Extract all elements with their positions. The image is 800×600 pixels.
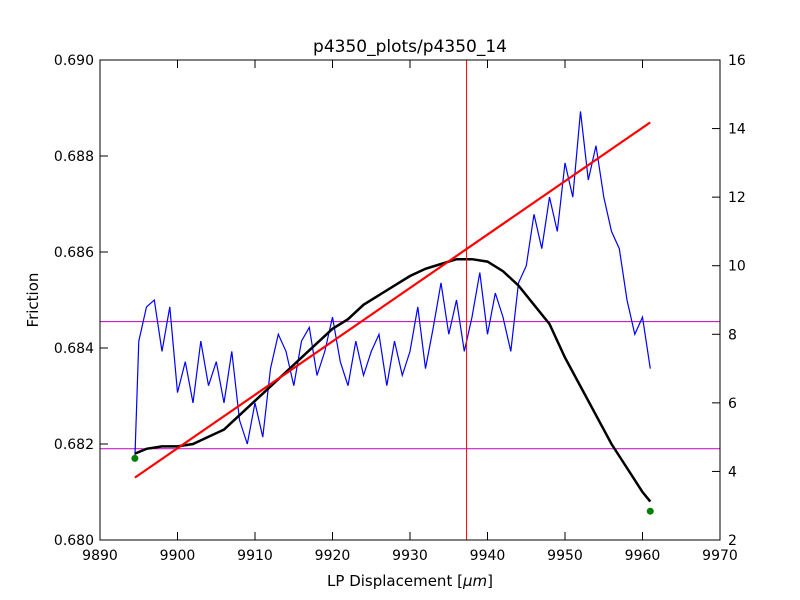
y2-tick-label: 8 — [728, 327, 737, 343]
y-tick-label: 0.680 — [54, 533, 94, 549]
series-right-axis-line — [134, 111, 651, 458]
fit-line — [134, 121, 651, 479]
y-tick-label: 0.684 — [54, 341, 94, 357]
y-axis-left: 0.680 0.682 0.684 0.686 0.688 0.690 — [54, 53, 108, 549]
y-tick-label: 0.682 — [54, 437, 94, 453]
series-layer — [100, 60, 720, 540]
y2-tick-label: 6 — [728, 396, 737, 412]
x-tick-label: 9970 — [702, 548, 738, 564]
x-tick-label: 9900 — [160, 548, 196, 564]
x-tick-label: 9950 — [547, 548, 583, 564]
y-tick-label: 0.686 — [54, 245, 94, 261]
y2-tick-label: 14 — [728, 122, 746, 138]
x-tick-label: 9910 — [237, 548, 273, 564]
endpoint-marker — [646, 507, 654, 515]
x-tick-label: 9960 — [625, 548, 661, 564]
x-axis-label: LP Displacement [μm] — [327, 572, 493, 590]
y-axis-label: Friction — [24, 273, 42, 328]
series-friction-line — [134, 257, 652, 503]
y-axis-right: 2 4 6 8 10 12 14 16 — [712, 53, 746, 549]
x-tick-label: 9920 — [315, 548, 351, 564]
x-axis: 9890 9900 9910 9920 9930 9940 9950 9960 9970 — [82, 60, 738, 564]
y-tick-label: 0.690 — [54, 53, 94, 69]
chart-title: p4350_plots/p4350_14 — [313, 37, 507, 57]
x-tick-label: 9940 — [470, 548, 506, 564]
plot-area — [100, 60, 720, 540]
y2-tick-label: 2 — [728, 533, 737, 549]
y2-tick-label: 16 — [728, 53, 746, 69]
y-tick-label: 0.688 — [54, 149, 94, 165]
endpoint-marker — [131, 454, 139, 462]
y2-tick-label: 12 — [728, 190, 746, 206]
x-tick-label: 9890 — [82, 548, 118, 564]
x-tick-label: 9930 — [392, 548, 428, 564]
y2-tick-label: 10 — [728, 259, 746, 275]
y2-tick-label: 4 — [728, 464, 737, 480]
